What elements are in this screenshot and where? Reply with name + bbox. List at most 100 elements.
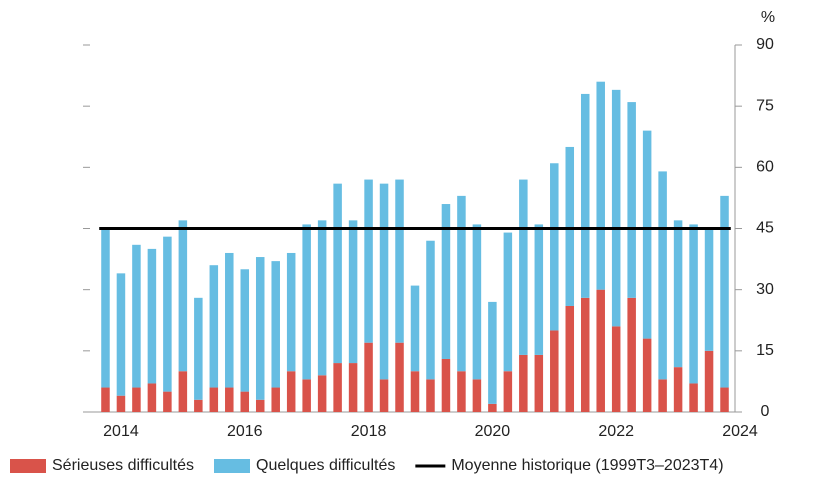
bar-segment xyxy=(519,179,528,355)
bar-segment xyxy=(395,179,404,343)
bar-segment xyxy=(101,387,110,412)
bar-segment xyxy=(225,252,234,388)
bar-segment xyxy=(348,363,358,412)
bar-segment xyxy=(472,224,482,380)
bar-segment xyxy=(255,399,265,412)
bar-segment xyxy=(271,261,280,388)
bar-segment xyxy=(580,93,590,298)
bar-segment xyxy=(689,224,698,384)
bar-segment xyxy=(255,257,265,400)
x-tick-label: 2016 xyxy=(227,423,263,440)
bar-segment xyxy=(317,375,327,412)
bar-segment xyxy=(519,354,528,412)
y-tick-label: 15 xyxy=(756,342,774,359)
y-tick-label: 0 xyxy=(761,403,770,420)
bar-segment xyxy=(580,297,590,412)
bar-segment xyxy=(379,379,389,412)
bar-segment xyxy=(194,297,203,400)
bar-segment xyxy=(503,232,513,372)
bar-segment xyxy=(596,289,605,412)
bar-segment xyxy=(550,330,559,412)
x-tick-label: 2022 xyxy=(598,423,634,440)
bar-segment xyxy=(611,89,621,327)
bar-segment xyxy=(534,224,544,355)
bar-segment xyxy=(488,403,497,412)
bar-segment xyxy=(503,371,513,412)
y-tick-label: 30 xyxy=(756,281,774,298)
bar-segment xyxy=(209,387,219,412)
bar-segment xyxy=(132,387,141,412)
legend-swatch xyxy=(10,459,46,473)
legend-label: Sérieuses difficultés xyxy=(52,457,194,474)
bar-segment xyxy=(441,358,451,412)
legend-label: Quelques difficultés xyxy=(256,457,395,474)
bar-segment xyxy=(720,195,729,388)
bar-segment xyxy=(534,354,544,412)
bar-segment xyxy=(410,371,420,412)
bar-segment xyxy=(364,342,373,412)
bar-segment xyxy=(395,342,404,412)
y-tick-label: 60 xyxy=(756,159,774,176)
x-tick-label: 2024 xyxy=(722,423,758,440)
y-tick-label: 90 xyxy=(756,36,774,53)
bar-segment xyxy=(178,220,188,372)
bar-segment xyxy=(410,285,420,372)
bar-segment xyxy=(333,363,342,412)
bar-segment xyxy=(426,379,435,412)
bar-segment xyxy=(147,248,157,384)
bar-segment xyxy=(163,236,172,392)
bar-segment xyxy=(627,102,636,298)
bar-segment xyxy=(209,265,219,388)
bar-segment xyxy=(426,240,435,380)
bar-segment xyxy=(178,371,188,412)
bar-segment xyxy=(286,371,296,412)
bar-segment xyxy=(658,171,667,380)
bar-segment xyxy=(364,179,373,343)
bar-segment xyxy=(550,163,559,331)
bar-segment xyxy=(642,130,652,339)
bar-segment xyxy=(441,204,451,359)
legend-swatch xyxy=(214,459,250,473)
bar-segment xyxy=(704,228,714,351)
bar-segment xyxy=(194,399,203,412)
bar-segment xyxy=(116,273,126,396)
x-tick-label: 2020 xyxy=(475,423,511,440)
bar-segment xyxy=(348,220,358,364)
bar-segment xyxy=(116,395,126,412)
bar-segment xyxy=(720,387,729,412)
y-axis-label: % xyxy=(761,9,775,26)
bar-segment xyxy=(333,183,342,364)
bar-segment xyxy=(596,81,605,290)
bar-segment xyxy=(379,183,389,380)
bar-segment xyxy=(658,379,667,412)
bar-segment xyxy=(240,391,250,412)
bar-segment xyxy=(101,228,110,388)
bar-segment xyxy=(565,305,575,412)
bar-segment xyxy=(132,244,141,388)
bar-segment xyxy=(317,220,327,376)
bar-segment xyxy=(457,371,466,412)
x-tick-label: 2018 xyxy=(351,423,387,440)
bar-segment xyxy=(225,387,234,412)
bar-segment xyxy=(472,379,482,412)
y-tick-label: 75 xyxy=(756,97,774,114)
bar-segment xyxy=(302,224,311,380)
bar-segment xyxy=(704,350,714,412)
bar-segment xyxy=(642,338,652,412)
bar-segment xyxy=(302,379,311,412)
bar-segment xyxy=(565,146,575,306)
bar-segment xyxy=(689,383,698,412)
y-tick-label: 45 xyxy=(756,220,774,237)
bar-segment xyxy=(673,367,683,412)
bar-segment xyxy=(286,252,296,372)
x-tick-label: 2014 xyxy=(103,423,139,440)
bar-segment xyxy=(147,383,157,412)
bar-segment xyxy=(488,301,497,404)
bar-segment xyxy=(673,220,683,368)
legend-label: Moyenne historique (1999T3–2023T4) xyxy=(451,457,723,474)
bar-segment xyxy=(163,391,172,412)
bar-segment xyxy=(271,387,280,412)
bar-segment xyxy=(240,269,250,392)
